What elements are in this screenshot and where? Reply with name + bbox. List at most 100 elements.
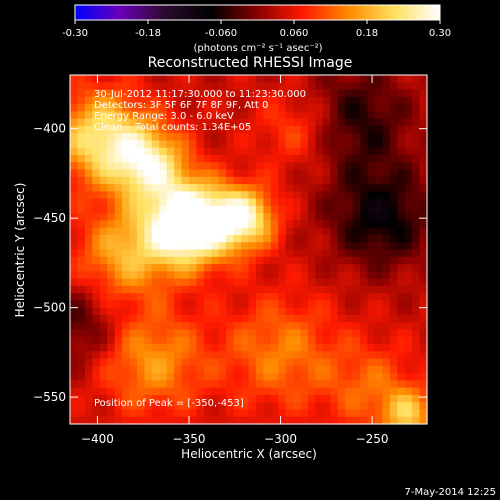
heatmap-cell: [107, 336, 116, 345]
heatmap-cell: [151, 416, 160, 425]
heatmap-cell: [270, 234, 279, 243]
heatmap-cell: [144, 344, 153, 352]
heatmap-cell: [293, 358, 302, 367]
heatmap-cell: [337, 75, 346, 83]
heatmap-cell: [166, 416, 175, 425]
heatmap-cell: [397, 278, 406, 287]
heatmap-cell: [374, 285, 383, 294]
heatmap-cell: [114, 293, 123, 301]
heatmap-cell: [374, 191, 383, 200]
heatmap-cell: [77, 118, 86, 127]
heatmap-cell: [166, 220, 175, 229]
heatmap-cell: [255, 336, 264, 345]
heatmap-cell: [159, 176, 168, 185]
heatmap-cell: [99, 416, 108, 425]
heatmap-cell: [300, 227, 309, 236]
heatmap-cell: [218, 300, 227, 309]
heatmap-cell: [270, 278, 279, 287]
heatmap-cell: [248, 256, 257, 265]
heatmap-cell: [84, 264, 93, 272]
heatmap-cell: [389, 409, 398, 418]
heatmap-cell: [270, 256, 279, 265]
heatmap-cell: [412, 344, 421, 352]
heatmap-cell: [211, 176, 220, 185]
heatmap-cell: [345, 89, 354, 98]
heatmap-cell: [107, 416, 116, 425]
heatmap-cell: [293, 293, 302, 301]
heatmap-cell: [84, 307, 93, 316]
heatmap-cell: [374, 300, 383, 309]
heatmap-cell: [337, 329, 346, 338]
heatmap-cell: [419, 285, 428, 294]
heatmap-cell: [322, 198, 331, 207]
heatmap-cell: [233, 285, 242, 294]
heatmap-cell: [270, 329, 279, 338]
heatmap-cell: [270, 373, 279, 381]
heatmap-cell: [211, 242, 220, 251]
heatmap-cell: [404, 373, 413, 381]
x-tick-label: −350: [173, 432, 206, 446]
heatmap-cell: [374, 271, 383, 280]
heatmap-cell: [181, 387, 190, 396]
heatmap-cell: [382, 205, 391, 214]
heatmap-cell: [352, 336, 361, 345]
heatmap-cell: [77, 314, 86, 323]
heatmap-cell: [218, 125, 227, 134]
heatmap-cell: [255, 365, 264, 374]
heatmap-cell: [114, 307, 123, 316]
heatmap-cell: [136, 118, 145, 127]
heatmap-cell: [255, 227, 264, 236]
heatmap-cell: [233, 125, 242, 134]
heatmap-cell: [189, 75, 198, 83]
heatmap-cell: [84, 409, 93, 418]
heatmap-cell: [345, 365, 354, 374]
heatmap-cell: [144, 147, 153, 156]
heatmap-cell: [226, 96, 235, 105]
heatmap-cell: [84, 314, 93, 323]
heatmap-cell: [389, 329, 398, 338]
heatmap-cell: [241, 380, 250, 389]
heatmap-cell: [404, 336, 413, 345]
heatmap-cell: [337, 205, 346, 214]
heatmap-cell: [70, 176, 79, 185]
heatmap-cell: [70, 344, 79, 352]
heatmap-cell: [345, 307, 354, 316]
heatmap-cell: [233, 336, 242, 345]
heatmap-cell: [404, 242, 413, 251]
heatmap-cell: [84, 89, 93, 98]
heatmap-cell: [159, 271, 168, 280]
heatmap-cell: [255, 271, 264, 280]
heatmap-cell: [203, 336, 212, 345]
heatmap-cell: [218, 394, 227, 403]
heatmap-cell: [233, 118, 242, 127]
heatmap-cell: [144, 82, 153, 91]
heatmap-cell: [151, 314, 160, 323]
heatmap-cell: [382, 271, 391, 280]
heatmap-cell: [382, 191, 391, 200]
heatmap-cell: [92, 256, 101, 265]
heatmap-cell: [397, 162, 406, 171]
heatmap-cell: [218, 285, 227, 294]
heatmap-cell: [345, 293, 354, 301]
heatmap-cell: [374, 293, 383, 301]
heatmap-cell: [367, 162, 376, 171]
heatmap-cell: [352, 394, 361, 403]
heatmap-cell: [345, 191, 354, 200]
heatmap-cell: [308, 162, 317, 171]
heatmap-cell: [241, 133, 250, 142]
heatmap-cell: [352, 140, 361, 149]
heatmap-cell: [352, 409, 361, 418]
heatmap-cell: [144, 205, 153, 214]
heatmap-cell: [114, 351, 123, 360]
heatmap-cell: [166, 147, 175, 156]
heatmap-cell: [92, 351, 101, 360]
heatmap-cell: [114, 118, 123, 127]
heatmap-cell: [367, 242, 376, 251]
heatmap-cell: [70, 387, 79, 396]
heatmap-cell: [412, 365, 421, 374]
heatmap-cell: [203, 191, 212, 200]
heatmap-cell: [174, 213, 183, 222]
heatmap-cell: [293, 285, 302, 294]
heatmap-cell: [419, 89, 428, 98]
heatmap-cell: [159, 409, 168, 418]
